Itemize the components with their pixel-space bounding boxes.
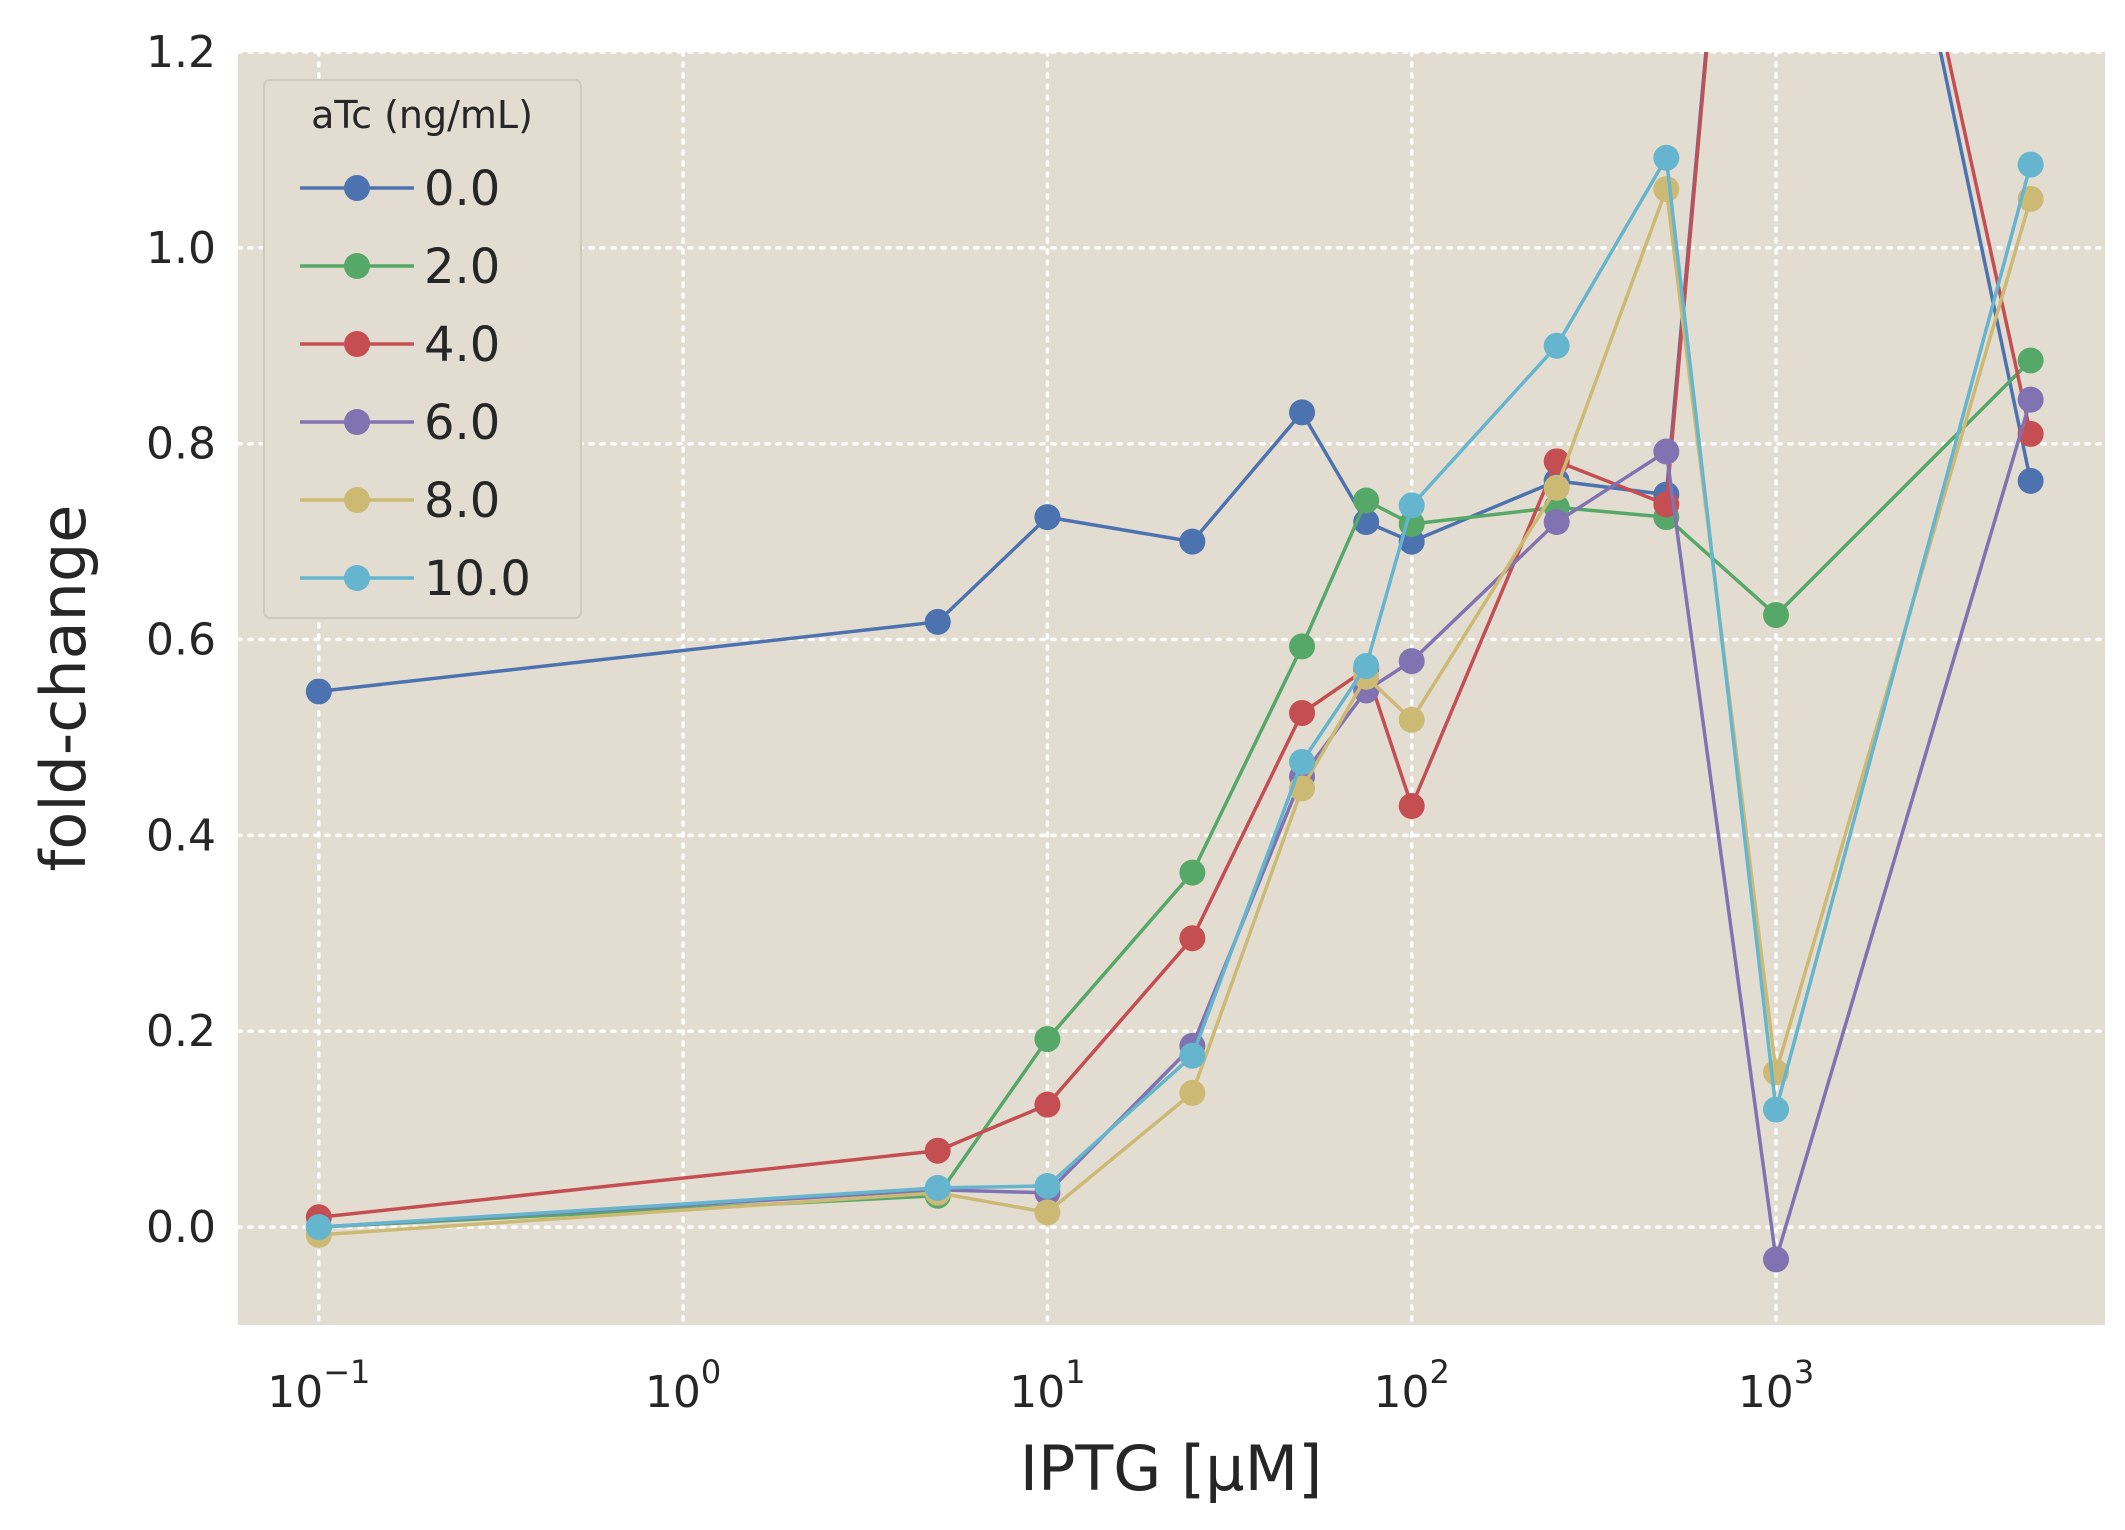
x-tick-exponent: 0 bbox=[701, 1353, 721, 1391]
data-point bbox=[1653, 438, 1680, 465]
y-axis-label: fold-change bbox=[27, 505, 100, 872]
legend-marker bbox=[344, 565, 370, 591]
x-axis-ticks: 10−1 100 101 102 103 bbox=[267, 1353, 1814, 1418]
legend-item: 8.0 bbox=[300, 473, 500, 529]
data-point bbox=[305, 678, 332, 705]
data-point bbox=[1543, 474, 1570, 501]
data-point bbox=[1398, 492, 1425, 519]
data-point bbox=[1653, 176, 1680, 203]
x-tick-exponent: 3 bbox=[1794, 1353, 1814, 1391]
legend: aTc (ng/mL) 0.0 2.0 4.0 6.0 8.0 10.0 bbox=[263, 79, 582, 619]
data-point bbox=[1289, 748, 1316, 775]
x-axis-label: IPTG [μM] bbox=[1020, 1432, 1323, 1505]
x-tick-label: 10−1 bbox=[267, 1353, 370, 1418]
y-tick-label: 0.6 bbox=[146, 615, 216, 666]
y-tick-label: 0.0 bbox=[146, 1202, 216, 1253]
legend-label: 10.0 bbox=[424, 551, 531, 607]
legend-marker bbox=[344, 253, 370, 279]
data-point bbox=[1289, 633, 1316, 660]
x-tick-exponent: 2 bbox=[1430, 1353, 1450, 1391]
legend-items: 0.0 2.0 4.0 6.0 8.0 10.0 bbox=[300, 161, 531, 607]
legend-marker bbox=[344, 175, 370, 201]
x-tick-base: 10 bbox=[1374, 1367, 1430, 1418]
legend-item: 0.0 bbox=[300, 161, 500, 217]
data-point bbox=[1398, 648, 1425, 675]
legend-label: 6.0 bbox=[424, 395, 500, 451]
data-point bbox=[1543, 332, 1570, 359]
x-tick-label: 103 bbox=[1738, 1353, 1814, 1418]
data-point bbox=[1398, 793, 1425, 820]
data-point bbox=[1034, 1199, 1061, 1226]
data-point bbox=[2017, 386, 2044, 413]
x-tick-base: 10 bbox=[267, 1367, 323, 1418]
data-point bbox=[1034, 504, 1061, 531]
legend-item: 6.0 bbox=[300, 395, 500, 451]
data-point bbox=[1763, 1096, 1790, 1123]
data-point bbox=[924, 1174, 951, 1201]
legend-marker bbox=[344, 409, 370, 435]
data-point bbox=[1179, 1079, 1206, 1106]
data-point bbox=[924, 608, 951, 635]
data-point bbox=[1179, 925, 1206, 952]
legend-label: 4.0 bbox=[424, 317, 500, 373]
legend-marker bbox=[344, 331, 370, 357]
data-point bbox=[1179, 528, 1206, 555]
legend-label: 2.0 bbox=[424, 239, 500, 295]
legend-item: 2.0 bbox=[300, 239, 500, 295]
legend-item: 10.0 bbox=[300, 551, 531, 607]
data-point bbox=[1034, 1172, 1061, 1199]
data-point bbox=[924, 1137, 951, 1164]
series-10.0 bbox=[305, 144, 2044, 1241]
x-tick-base: 10 bbox=[1738, 1367, 1794, 1418]
series-group bbox=[305, 52, 2044, 1273]
data-point bbox=[1034, 1026, 1061, 1053]
data-point bbox=[1289, 699, 1316, 726]
data-point bbox=[1353, 652, 1380, 679]
x-tick-base: 10 bbox=[1009, 1367, 1065, 1418]
grid bbox=[236, 50, 2107, 1327]
legend-box bbox=[263, 79, 582, 619]
data-point bbox=[1179, 859, 1206, 886]
data-point bbox=[305, 1214, 332, 1241]
data-point bbox=[1034, 1091, 1061, 1118]
y-tick-label: 0.2 bbox=[146, 1006, 216, 1057]
x-tick-base: 10 bbox=[645, 1367, 701, 1418]
y-tick-label: 1.2 bbox=[146, 27, 216, 78]
x-tick-label: 102 bbox=[1374, 1353, 1450, 1418]
data-point bbox=[2017, 151, 2044, 178]
data-point bbox=[2017, 467, 2044, 494]
y-tick-label: 0.4 bbox=[146, 810, 216, 861]
legend-title: aTc (ng/mL) bbox=[311, 93, 533, 137]
data-point bbox=[1179, 1042, 1206, 1069]
x-tick-label: 100 bbox=[645, 1353, 721, 1418]
data-point bbox=[1763, 602, 1790, 629]
legend-label: 8.0 bbox=[424, 473, 500, 529]
x-tick-exponent: 1 bbox=[1065, 1353, 1085, 1391]
legend-label: 0.0 bbox=[424, 161, 500, 217]
data-point bbox=[1543, 509, 1570, 536]
data-point bbox=[1353, 487, 1380, 514]
x-tick-exponent: −1 bbox=[323, 1353, 370, 1391]
legend-item: 4.0 bbox=[300, 317, 500, 373]
data-point bbox=[1398, 706, 1425, 733]
y-tick-label: 1.0 bbox=[146, 223, 216, 274]
x-tick-label: 101 bbox=[1009, 1353, 1085, 1418]
y-axis-ticks: 0.0 0.2 0.4 0.6 0.8 1.0 1.2 bbox=[146, 27, 216, 1253]
data-point bbox=[1653, 144, 1680, 171]
y-tick-label: 0.8 bbox=[146, 419, 216, 470]
legend-marker bbox=[344, 487, 370, 513]
data-point bbox=[2017, 347, 2044, 374]
data-point bbox=[1289, 399, 1316, 426]
data-point bbox=[1763, 1246, 1790, 1273]
